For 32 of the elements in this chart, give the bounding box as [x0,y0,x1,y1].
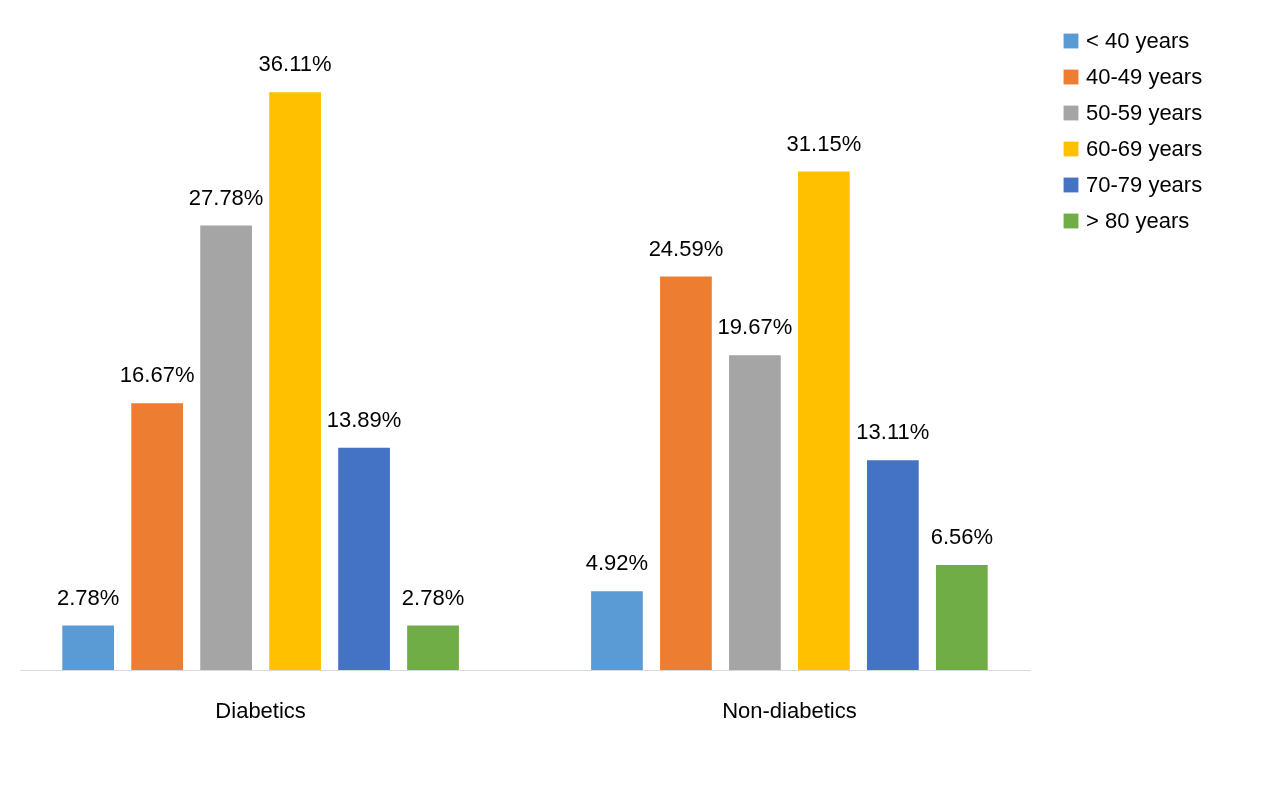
data-label: 16.67% [119,362,195,388]
legend-label: 60-69 years [1086,136,1203,161]
data-label: 6.56% [930,524,994,550]
legend-label: > 80 years [1086,208,1190,233]
data-label: 31.15% [786,130,862,156]
bar [729,355,781,670]
data-label: 36.11% [258,51,332,77]
bar [200,225,252,670]
bar [591,591,643,670]
bar [798,171,850,670]
bar [935,565,988,670]
x-tick-label: Non-diabetics [722,697,857,723]
legend-label: < 40 years [1086,28,1190,53]
data-label: 24.59% [648,235,724,261]
x-tick-label: Diabetics [215,697,306,723]
bar [131,403,184,670]
legend-label: 70-79 years [1086,172,1203,197]
data-label: 2.78% [401,584,465,610]
data-label: 13.11% [856,419,930,445]
bar [407,625,459,670]
bar [660,276,712,670]
data-label: 13.89% [326,406,402,432]
data-label: 19.67% [717,314,793,340]
legend-label: 40-49 years [1086,64,1203,89]
data-label: 2.78% [56,584,120,610]
data-label: 27.78% [188,184,264,210]
bar [338,447,390,670]
bar [269,92,321,670]
legend-label: 50-59 years [1086,100,1203,125]
bar [866,460,919,670]
data-label: 4.92% [585,550,649,576]
bar [62,625,115,670]
